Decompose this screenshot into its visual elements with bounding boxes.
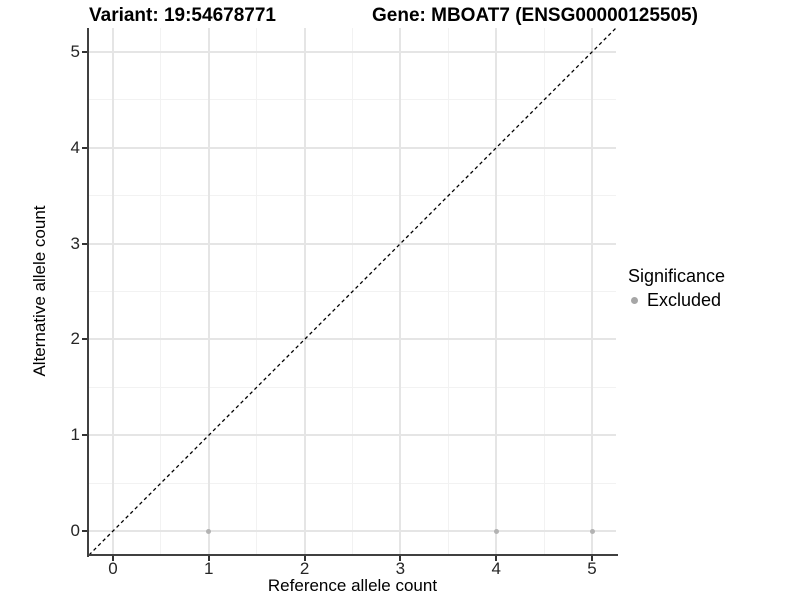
x-tick-label: 2	[299, 559, 310, 578]
data-point	[206, 528, 212, 534]
y-tick-mark	[82, 338, 87, 341]
x-axis-line	[87, 554, 618, 556]
legend-title: Significance	[628, 266, 726, 286]
y-tick-mark	[82, 530, 87, 533]
grid-major-vertical	[399, 28, 402, 555]
y-tick-label: 5	[70, 41, 80, 61]
grid-major-horizontal	[89, 242, 616, 245]
plot-title-variant: Variant: 19:54678771	[89, 5, 276, 26]
grid-major-horizontal	[89, 50, 616, 53]
grid-major-horizontal	[89, 146, 616, 149]
grid-major-horizontal	[89, 434, 616, 437]
x-tick-label: 1	[204, 559, 214, 578]
y-tick-label: 4	[70, 137, 80, 157]
x-tick-mark	[207, 556, 210, 561]
x-tick-label: 4	[491, 559, 501, 578]
legend-item-label: Excluded	[647, 290, 722, 310]
grid-minor-horizontal	[89, 386, 616, 388]
plot-title-gene: Gene: MBOAT7 (ENSG00000125505)	[372, 5, 698, 26]
grid-major-horizontal	[89, 338, 616, 341]
grid-major-horizontal	[89, 530, 616, 533]
y-tick-mark	[82, 434, 87, 437]
legend-item-excluded: Excluded	[628, 290, 725, 311]
grid-major-vertical	[207, 28, 210, 555]
data-point	[493, 528, 499, 534]
data-point	[589, 528, 595, 534]
grid-minor-horizontal	[89, 99, 616, 101]
y-tick-label: 3	[70, 233, 80, 253]
x-tick-label: 5	[587, 559, 597, 578]
y-tick-mark	[82, 146, 87, 149]
grid-major-vertical	[591, 28, 594, 555]
grid-major-vertical	[111, 28, 114, 555]
plot-panel	[89, 28, 616, 555]
y-tick-mark	[82, 242, 87, 245]
y-tick-label: 0	[70, 521, 80, 541]
x-tick-label: 0	[108, 559, 118, 578]
x-axis-label: Reference allele count	[267, 576, 438, 595]
grid-major-vertical	[303, 28, 306, 555]
identity-dashed-line	[89, 28, 616, 555]
x-tick-mark	[111, 556, 114, 561]
grid-minor-horizontal	[89, 482, 616, 484]
x-tick-mark	[591, 556, 594, 561]
x-tick-mark	[495, 556, 498, 561]
x-tick-mark	[303, 556, 306, 561]
grid-major-vertical	[495, 28, 498, 555]
y-axis-line	[87, 28, 89, 557]
y-tick-label: 2	[70, 329, 80, 349]
y-tick-label: 1	[70, 425, 80, 445]
x-tick-label: 3	[395, 559, 406, 578]
y-axis-label: Alternative allele count	[30, 205, 49, 377]
x-tick-mark	[399, 556, 402, 561]
legend: Significance Excluded	[628, 266, 725, 311]
grid-minor-horizontal	[89, 195, 616, 197]
legend-marker-circle-icon	[631, 297, 638, 304]
y-tick-mark	[82, 50, 87, 53]
